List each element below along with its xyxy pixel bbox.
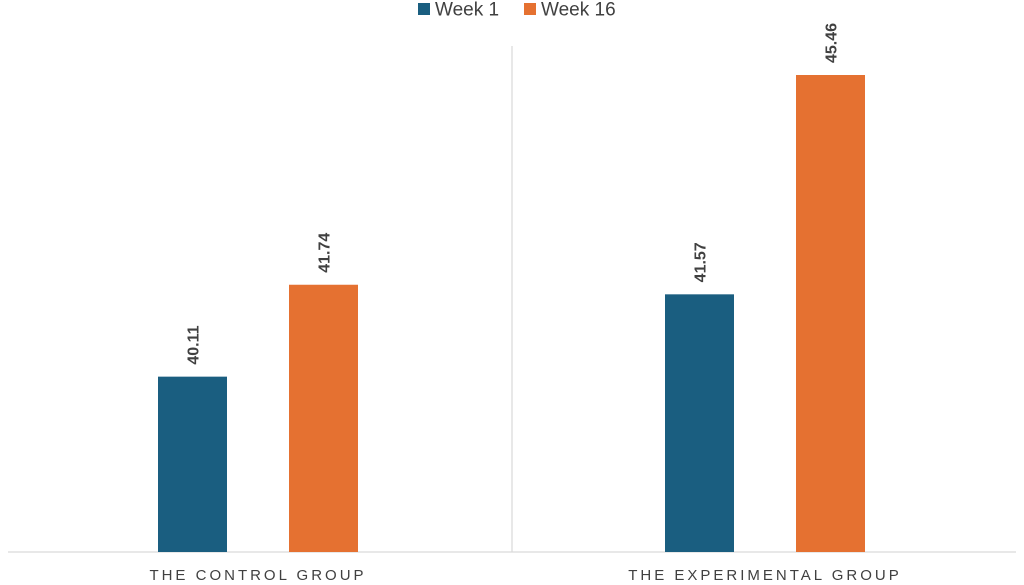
bar-week-1-the-experimental-group [665,294,734,552]
legend-swatch-week-16 [524,3,536,15]
bar-week-16-the-control-group [289,284,358,552]
bars-group [158,75,865,552]
category-label-the-experimental-group: THE EXPERIMENTAL GROUP [628,567,902,584]
value-label-week-16-the-control-group: 41.74 [317,233,334,273]
legend-label-week-1: Week 1 [435,0,499,21]
value-label-week-1-the-control-group: 40.11 [186,325,203,364]
category-labels-group: THE CONTROL GROUP THE EXPERIMENTAL GROUP [149,567,902,584]
value-labels-group: 40.11 41.74 41.57 45.46 [186,23,841,365]
legend: Week 1 Week 16 [418,0,616,21]
legend-swatch-week-1 [418,3,430,15]
bar-week-1-the-control-group [158,376,227,552]
bar-week-16-the-experimental-group [796,75,865,552]
legend-label-week-16: Week 16 [541,0,616,21]
value-label-week-1-the-experimental-group: 41.57 [693,242,710,282]
value-label-week-16-the-experimental-group: 45.46 [824,23,841,63]
category-label-the-control-group: THE CONTROL GROUP [149,567,366,584]
